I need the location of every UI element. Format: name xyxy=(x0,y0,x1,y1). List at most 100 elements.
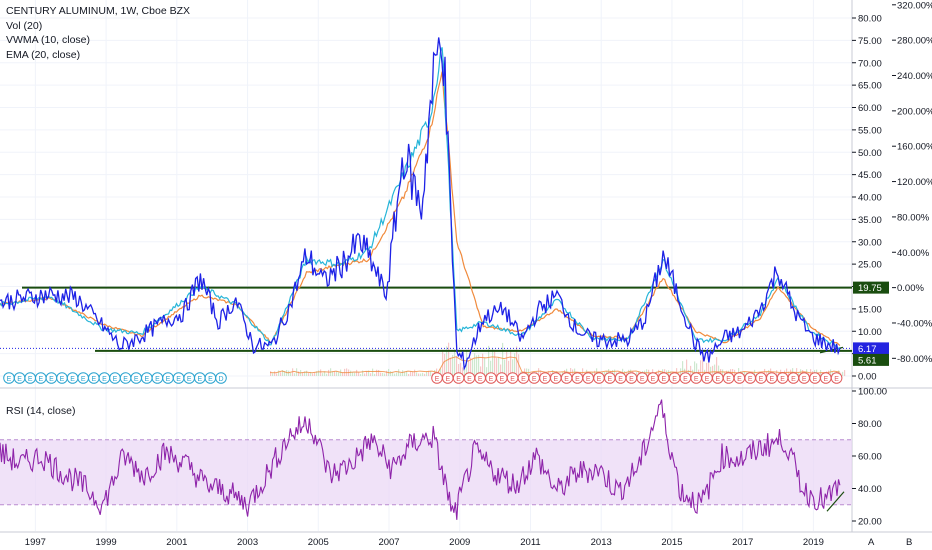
volume-bar xyxy=(768,370,770,376)
percent-tick-label: 80.00% xyxy=(897,212,930,223)
price-tags: 19.75 6.175.61 xyxy=(853,281,889,366)
volume-bar xyxy=(682,361,684,376)
volume-bar xyxy=(550,372,552,376)
volume-bar xyxy=(308,373,310,376)
volume-bar xyxy=(696,363,698,376)
log-scale-button[interactable]: B xyxy=(906,537,912,548)
volume-bar xyxy=(418,373,420,376)
earnings-marker-label: E xyxy=(791,376,796,383)
volume-bar xyxy=(336,371,338,376)
volume-bar xyxy=(286,369,288,376)
volume-bar xyxy=(460,362,462,376)
volume-bar xyxy=(270,371,272,376)
earnings-marker-label: E xyxy=(510,376,515,383)
volume-bar xyxy=(354,372,356,376)
earnings-marker-label: E xyxy=(597,376,602,383)
legend-vwma[interactable]: VWMA (10, close) xyxy=(6,34,91,46)
volume-bar xyxy=(670,371,672,376)
volume-bar xyxy=(318,370,320,376)
volume-bar xyxy=(288,370,290,376)
legend-vol[interactable]: Vol (20) xyxy=(6,19,43,32)
price-tick-label: 80.00 xyxy=(858,14,882,25)
earnings-marker-label: E xyxy=(144,376,149,383)
legend-ema[interactable]: EMA (20, close) xyxy=(6,48,81,61)
volume-bar xyxy=(398,369,400,376)
volume-bar xyxy=(416,372,418,376)
earnings-marker-label: E xyxy=(715,376,720,383)
volume-bar xyxy=(440,368,442,376)
earnings-marker-red xyxy=(830,372,843,384)
earnings-marker-label: E xyxy=(49,376,54,383)
resistance-tag-text: 19.75 xyxy=(858,283,882,294)
volume-bar xyxy=(706,362,708,376)
volume-bar xyxy=(406,371,408,376)
earnings-marker-label: E xyxy=(134,376,139,383)
rsi-axis[interactable]: 100.00 80.00 60.00 40.00 20.00 xyxy=(852,387,887,528)
symbol-title[interactable]: CENTURY ALUMINUM, 1W, Cboe BZX xyxy=(6,5,190,17)
earnings-marker-label: E xyxy=(759,376,764,383)
volume-bar xyxy=(364,373,366,376)
volume-bar xyxy=(428,370,430,376)
earnings-marker-label: E xyxy=(586,376,591,383)
year-tick-label: 2009 xyxy=(449,537,470,548)
percent-tick-label: 120.00% xyxy=(897,177,932,188)
price-tick-label: 75.00 xyxy=(858,36,882,47)
volume-bar xyxy=(402,370,404,376)
volume-bar xyxy=(280,372,282,376)
volume-bar xyxy=(500,364,502,376)
volume-bar xyxy=(320,369,322,376)
support-tag: 5.61 xyxy=(853,353,889,366)
year-tick-label: 2019 xyxy=(803,537,824,548)
earnings-marker-label: E xyxy=(651,376,656,383)
volume-bar xyxy=(282,370,284,376)
earnings-marker-label: E xyxy=(17,376,22,383)
rsi-tick-label: 100.00 xyxy=(858,387,887,398)
earnings-marker-label: E xyxy=(726,376,731,383)
time-axis[interactable]: 1997 1999 2001 2003 2005 2007 2009 2011 2013 2015… xyxy=(25,537,824,548)
percent-tick-label: -80.00% xyxy=(897,354,932,365)
volume-bar xyxy=(464,367,466,376)
volume-bar xyxy=(386,370,388,376)
volume-bar xyxy=(394,373,396,376)
volume-bar xyxy=(316,371,318,376)
earnings-marker-label: E xyxy=(467,376,472,383)
volume-bar xyxy=(430,370,432,376)
price-tick-label: 35.00 xyxy=(858,215,882,226)
legend-rsi[interactable]: RSI (14, close) xyxy=(6,405,76,417)
rsi-tick-label: 20.00 xyxy=(858,517,882,528)
volume-bar xyxy=(412,371,414,376)
earnings-marker-label: E xyxy=(683,376,688,383)
percent-tick-label: 160.00% xyxy=(897,142,932,153)
volume-bar xyxy=(668,370,670,376)
volume-bar xyxy=(842,371,844,376)
earnings-marker-label: E xyxy=(802,376,807,383)
earnings-marker-label: E xyxy=(748,376,753,383)
percent-axis[interactable]: 360.00%320.00%280.00%240.00%200.00%160.0… xyxy=(892,0,932,365)
volume-bar xyxy=(298,371,300,376)
price-tick-label: 40.00 xyxy=(858,193,882,204)
percent-tick-label: 200.00% xyxy=(897,106,932,117)
volume-bar xyxy=(504,359,506,376)
earnings-marker-label: E xyxy=(166,376,171,383)
volume-bar xyxy=(708,359,710,376)
vwma-line xyxy=(0,47,841,350)
price-tick-label: 30.00 xyxy=(858,237,882,248)
earnings-marker-label: E xyxy=(553,376,558,383)
earnings-marker-label: E xyxy=(813,376,818,383)
earnings-marker-label: E xyxy=(564,376,569,383)
volume-bar xyxy=(328,369,330,376)
earnings-marker-label: E xyxy=(834,376,839,383)
auto-scale-button[interactable]: A xyxy=(868,537,875,548)
earnings-marker-label: E xyxy=(197,376,202,383)
volume-bar xyxy=(400,373,402,376)
volume-bar xyxy=(488,345,490,376)
volume-bar xyxy=(350,370,352,376)
volume-bar xyxy=(392,372,394,376)
volume-bar xyxy=(614,369,616,376)
percent-tick-label: 0.00% xyxy=(897,283,924,294)
volume-bar xyxy=(396,372,398,376)
volume-bar xyxy=(844,370,846,376)
volume-bar xyxy=(420,373,422,376)
earnings-marker-label: E xyxy=(661,376,666,383)
